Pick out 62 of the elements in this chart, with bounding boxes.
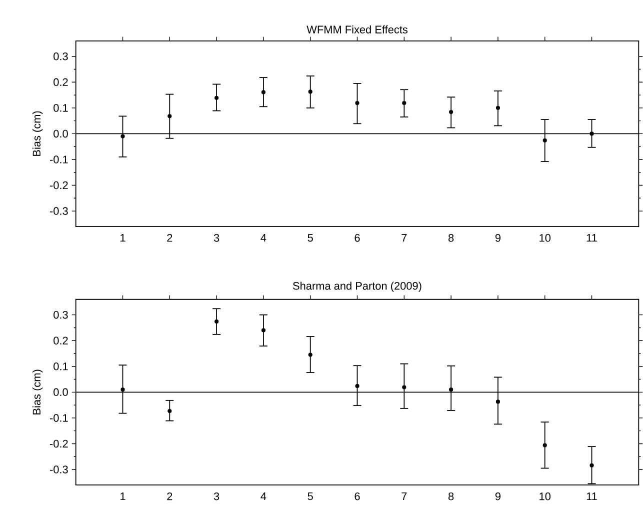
point [402, 101, 406, 106]
x-tick-label: 6 [354, 492, 360, 500]
x-tick-label: 8 [448, 234, 454, 242]
x-tick-label: 5 [308, 234, 313, 242]
x-tick-label: 4 [260, 234, 266, 242]
y-tick-label: -0.1 [50, 414, 68, 422]
y-tick-label: 0.3 [54, 52, 68, 60]
point [308, 352, 312, 357]
y-tick-label: -0.2 [50, 440, 68, 448]
x-tick-label: 5 [308, 492, 313, 500]
x-tick-label: 2 [167, 492, 172, 500]
y-tick-label: 0.0 [54, 130, 68, 138]
point [120, 134, 125, 138]
point [355, 384, 360, 388]
point [402, 385, 406, 390]
point [308, 90, 312, 94]
x-tick-label: 10 [540, 492, 551, 500]
point [261, 328, 266, 332]
x-tick-label: 3 [214, 492, 220, 500]
y-tick-label: 0.1 [54, 104, 68, 112]
point [168, 114, 172, 118]
y-tick-label: -0.1 [50, 156, 68, 164]
x-tick-label: 4 [260, 492, 266, 500]
point [590, 132, 594, 136]
point [261, 90, 266, 94]
point [120, 388, 125, 392]
x-tick-label: 2 [167, 234, 172, 242]
y-tick-label: 0.2 [54, 78, 68, 86]
x-tick-label: 6 [354, 234, 360, 242]
point [214, 320, 219, 324]
x-tick-label: 9 [495, 492, 500, 500]
y-axis-title: Bias (cm) [32, 111, 43, 156]
y-tick-label: 0.0 [54, 388, 68, 396]
x-tick-label: 11 [586, 492, 597, 500]
point [542, 443, 547, 448]
x-tick-label: 1 [120, 234, 126, 242]
x-tick-label: 10 [540, 234, 551, 242]
y-tick-label: -0.2 [50, 181, 68, 190]
point [496, 400, 500, 404]
point [449, 388, 454, 392]
x-tick-label: 7 [402, 234, 407, 242]
x-tick-label: 11 [586, 234, 597, 242]
x-tick-label: 8 [448, 492, 454, 500]
chart-title: WFMM Fixed Effects [306, 25, 408, 34]
x-tick-label: 9 [495, 234, 500, 242]
x-tick-label: 3 [214, 234, 220, 242]
y-tick-label: -0.3 [50, 207, 68, 215]
point [590, 463, 594, 468]
point [496, 106, 500, 110]
y-tick-label: 0.1 [54, 362, 68, 370]
point [214, 96, 219, 100]
point [355, 101, 360, 106]
x-tick-label: 7 [402, 492, 407, 500]
point [168, 408, 172, 414]
x-tick-label: 1 [120, 492, 126, 500]
point [542, 138, 547, 142]
y-tick-label: -0.3 [50, 466, 68, 474]
y-tick-label: 0.2 [54, 336, 68, 345]
point [449, 110, 454, 114]
y-tick-label: 0.3 [54, 311, 68, 319]
chart-title: Sharma and Parton (2009) [293, 282, 422, 292]
y-axis-title: Bias (cm) [32, 370, 43, 414]
